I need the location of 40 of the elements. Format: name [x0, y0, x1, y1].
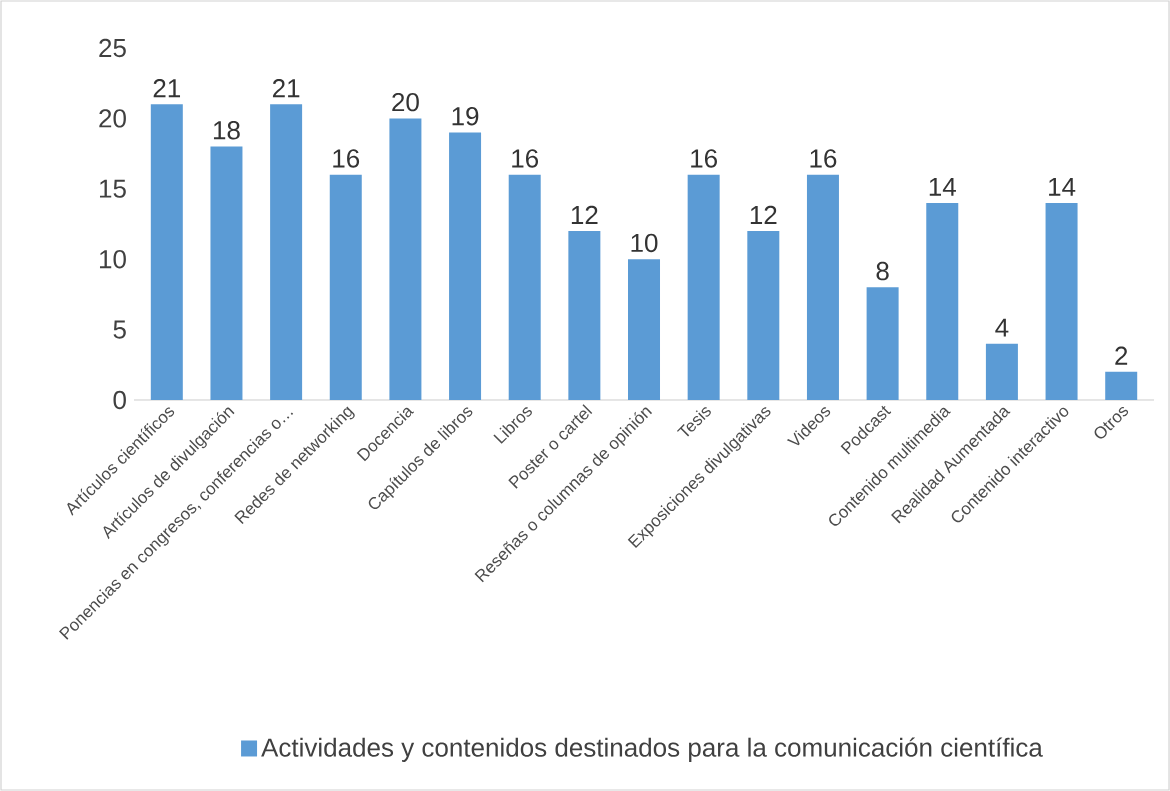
bar: [926, 202, 959, 400]
data-label: 20: [392, 92, 419, 112]
data-label: 21: [272, 79, 300, 98]
bar: [270, 104, 303, 400]
data-label: 21: [153, 79, 181, 98]
bar: [1105, 371, 1138, 400]
bar: [210, 146, 243, 400]
bar: [747, 231, 780, 400]
bar: [150, 104, 183, 400]
data-label: 2: [1115, 346, 1128, 365]
data-label: 18: [213, 121, 240, 140]
data-label: 12: [571, 205, 598, 224]
data-label: 14: [1049, 177, 1076, 196]
data-label: 14: [929, 177, 956, 196]
y-tick-label: 25: [99, 38, 126, 58]
bar: [389, 118, 422, 400]
data-label: 16: [333, 149, 360, 168]
data-label: 10: [631, 233, 658, 253]
bar: [329, 174, 362, 400]
legend-label: Actividades y contenidos destinados para la comunicación científica: [261, 737, 1043, 762]
data-label: 8: [876, 261, 889, 281]
y-tick-label: 20: [99, 109, 126, 128]
y-tick-label: 10: [99, 249, 126, 269]
data-label: 19: [452, 106, 479, 126]
data-label: 16: [512, 149, 539, 168]
bar: [687, 174, 720, 400]
y-tick-label: 5: [113, 320, 126, 339]
data-label: 4: [995, 318, 1009, 337]
bar: [806, 174, 839, 400]
bar: [628, 259, 661, 400]
y-tick-label: 15: [99, 179, 126, 198]
bar: [1045, 202, 1078, 400]
bar: [568, 231, 601, 400]
data-label: 16: [810, 149, 837, 168]
bar: [985, 343, 1018, 400]
data-label: 12: [750, 205, 777, 224]
bar: [449, 132, 482, 400]
bar: [866, 287, 899, 400]
data-label: 16: [691, 149, 717, 168]
bar: [508, 174, 541, 400]
